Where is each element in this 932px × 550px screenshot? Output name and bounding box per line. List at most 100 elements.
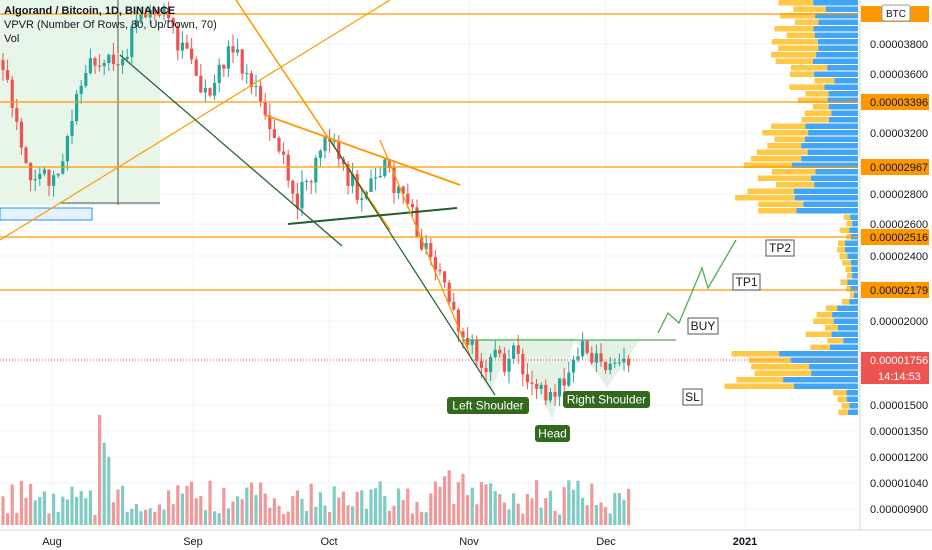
candle-body	[47, 169, 51, 186]
volume-profile-bar	[845, 240, 858, 246]
volume-bar	[475, 504, 479, 525]
volume-bar	[240, 499, 244, 525]
candle-body	[392, 167, 396, 194]
volume-bar	[424, 512, 428, 525]
volume-bar	[305, 511, 309, 525]
candle-body	[263, 102, 267, 116]
level-price-tag-bg	[861, 282, 929, 298]
head-label-text: Head	[538, 427, 567, 441]
candle-body	[111, 54, 115, 65]
volume-profile-bar	[852, 273, 858, 279]
volume-profile-bar	[818, 19, 858, 25]
y-tick-label: 0.00001200	[870, 452, 928, 464]
volume-bar	[429, 493, 433, 525]
candle-body	[176, 25, 180, 51]
candle-body	[498, 349, 502, 354]
volume-profile-bar	[809, 364, 858, 370]
volume-bar	[512, 493, 516, 525]
candle-body	[318, 150, 322, 158]
volume-profile-bar	[841, 403, 850, 409]
candle-body	[461, 331, 465, 338]
volume-profile-bar	[735, 195, 795, 201]
volume-bar	[341, 491, 345, 525]
candle-body	[217, 64, 221, 83]
volume-profile-bar	[779, 351, 858, 357]
candle-body	[180, 42, 184, 51]
y-tick-label: 0.00001350	[870, 426, 928, 438]
candle-body	[65, 136, 69, 162]
volume-profile-bar	[789, 71, 815, 77]
volume-profile-bar	[775, 182, 815, 188]
candle-body	[52, 175, 56, 186]
candle-body	[576, 356, 580, 360]
candle-body	[75, 93, 79, 122]
right-shoulder-label-text: Right Shoulder	[567, 393, 646, 407]
volume-bar	[79, 490, 83, 525]
volume-profile-bar	[805, 331, 832, 337]
volume-profile-bar	[853, 292, 858, 298]
volume-bar	[148, 508, 152, 525]
tp1-label: TP1	[732, 273, 761, 291]
volume-bar	[383, 496, 387, 525]
level-price-tag: 0.00002179	[870, 285, 928, 297]
volume-profile-bar	[843, 214, 851, 220]
volume-bar	[24, 497, 28, 525]
pattern-fill	[575, 340, 640, 388]
candle-body	[157, 14, 161, 16]
volume-profile-bar	[758, 208, 797, 214]
volume-bar	[571, 489, 575, 525]
x-tick-label: Nov	[459, 536, 479, 548]
y-tick-label: 0.00001040	[870, 478, 928, 490]
candle-body	[323, 137, 327, 151]
currency-badge: BTC	[886, 9, 906, 20]
candle-body	[512, 345, 516, 359]
candle-body	[617, 362, 621, 364]
candle-body	[567, 372, 571, 386]
price-range-box	[0, 207, 93, 221]
volume-bar	[70, 486, 74, 525]
volume-bar	[199, 495, 203, 525]
candle-body	[10, 79, 14, 108]
candle-body	[562, 378, 566, 386]
candle-body	[56, 173, 60, 176]
volume-bar	[443, 476, 447, 525]
volume-profile-bar	[827, 97, 858, 103]
buy-label-bg	[687, 317, 719, 335]
trend-line	[379, 139, 471, 356]
vpvr-indicator-label: VPVR (Number Of Rows, 80, Up/Down, 70)	[4, 19, 217, 31]
candle-body	[594, 353, 598, 363]
volume-profile-bar	[825, 6, 858, 12]
x-tick-label: 2021	[733, 536, 757, 548]
candle-body	[627, 358, 631, 366]
candle-body	[153, 10, 157, 15]
candle-body	[590, 352, 594, 363]
volume-profile-bar	[829, 344, 858, 350]
trend-line	[235, 0, 391, 231]
volume-bar	[387, 510, 391, 525]
volume-bar	[61, 496, 65, 525]
volume-bar	[516, 503, 520, 525]
volume-bar	[507, 509, 511, 525]
candle-body	[502, 353, 506, 372]
candle-body	[6, 70, 10, 80]
candle-body	[291, 180, 295, 194]
volume-bar	[268, 507, 272, 525]
candle-body	[222, 64, 226, 69]
volume-bar	[121, 485, 125, 525]
candle-body	[282, 151, 286, 155]
right-shoulder-label-bg	[563, 391, 650, 408]
candle-body	[360, 198, 364, 200]
volume-profile-bar	[771, 52, 817, 58]
volume-profile-bar	[778, 45, 819, 51]
volume-profile-bar	[814, 32, 858, 38]
candle-body	[479, 360, 483, 368]
volume-bar	[309, 483, 313, 525]
volume-bar	[558, 514, 562, 525]
candle-body	[539, 384, 543, 389]
volume-profile-bar	[849, 292, 854, 298]
volume-profile-bar	[743, 162, 792, 168]
volume-profile-bar	[815, 13, 858, 19]
volume-bar	[553, 510, 557, 525]
